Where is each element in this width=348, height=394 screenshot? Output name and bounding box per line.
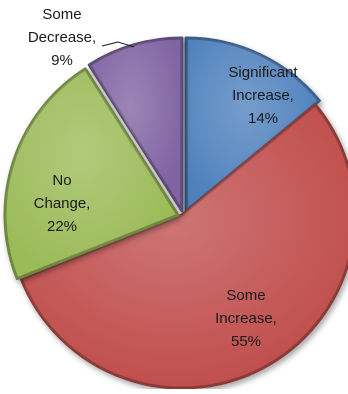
pie-slice-label-line: Decrease, <box>28 29 96 46</box>
pie-slice-label-line: Significant <box>228 64 298 81</box>
pie-slice-label-line: Some <box>42 6 81 23</box>
pie-slice-highlight-2 <box>5 68 178 279</box>
pie-slice-highlight-3 <box>89 38 182 211</box>
pie-labels: Significant Increase, 14% Some Increase, 55% N… <box>28 6 299 350</box>
pie-slice-highlight-0 <box>186 38 320 211</box>
pie-slice-label-2: No Change, 22% <box>34 172 91 235</box>
pie-slices <box>3 36 348 390</box>
pie-slice-label-line: Increase, <box>232 87 294 104</box>
pie-slice-label-line: 14% <box>248 110 278 127</box>
pie-slice-highlight-1 <box>21 104 348 388</box>
pie-slice-label-3: Some Decrease, 9% <box>28 6 96 69</box>
pie-slice-label-line: 55% <box>231 333 261 350</box>
pie-slice-label-line: No <box>52 172 71 189</box>
pie-slice-label-line: 9% <box>51 52 73 69</box>
pie-slice-label-line: 22% <box>47 218 77 235</box>
pie-slice-label-0: Significant Increase, 14% <box>228 64 298 127</box>
pie-slice-label-line: Increase, <box>215 310 277 327</box>
pie-slice-label-line: Some <box>226 287 265 304</box>
pie-slice-label-1: Some Increase, 55% <box>215 287 277 350</box>
pie-slice-label-line: Change, <box>34 195 91 212</box>
label-leader-line <box>101 41 135 48</box>
